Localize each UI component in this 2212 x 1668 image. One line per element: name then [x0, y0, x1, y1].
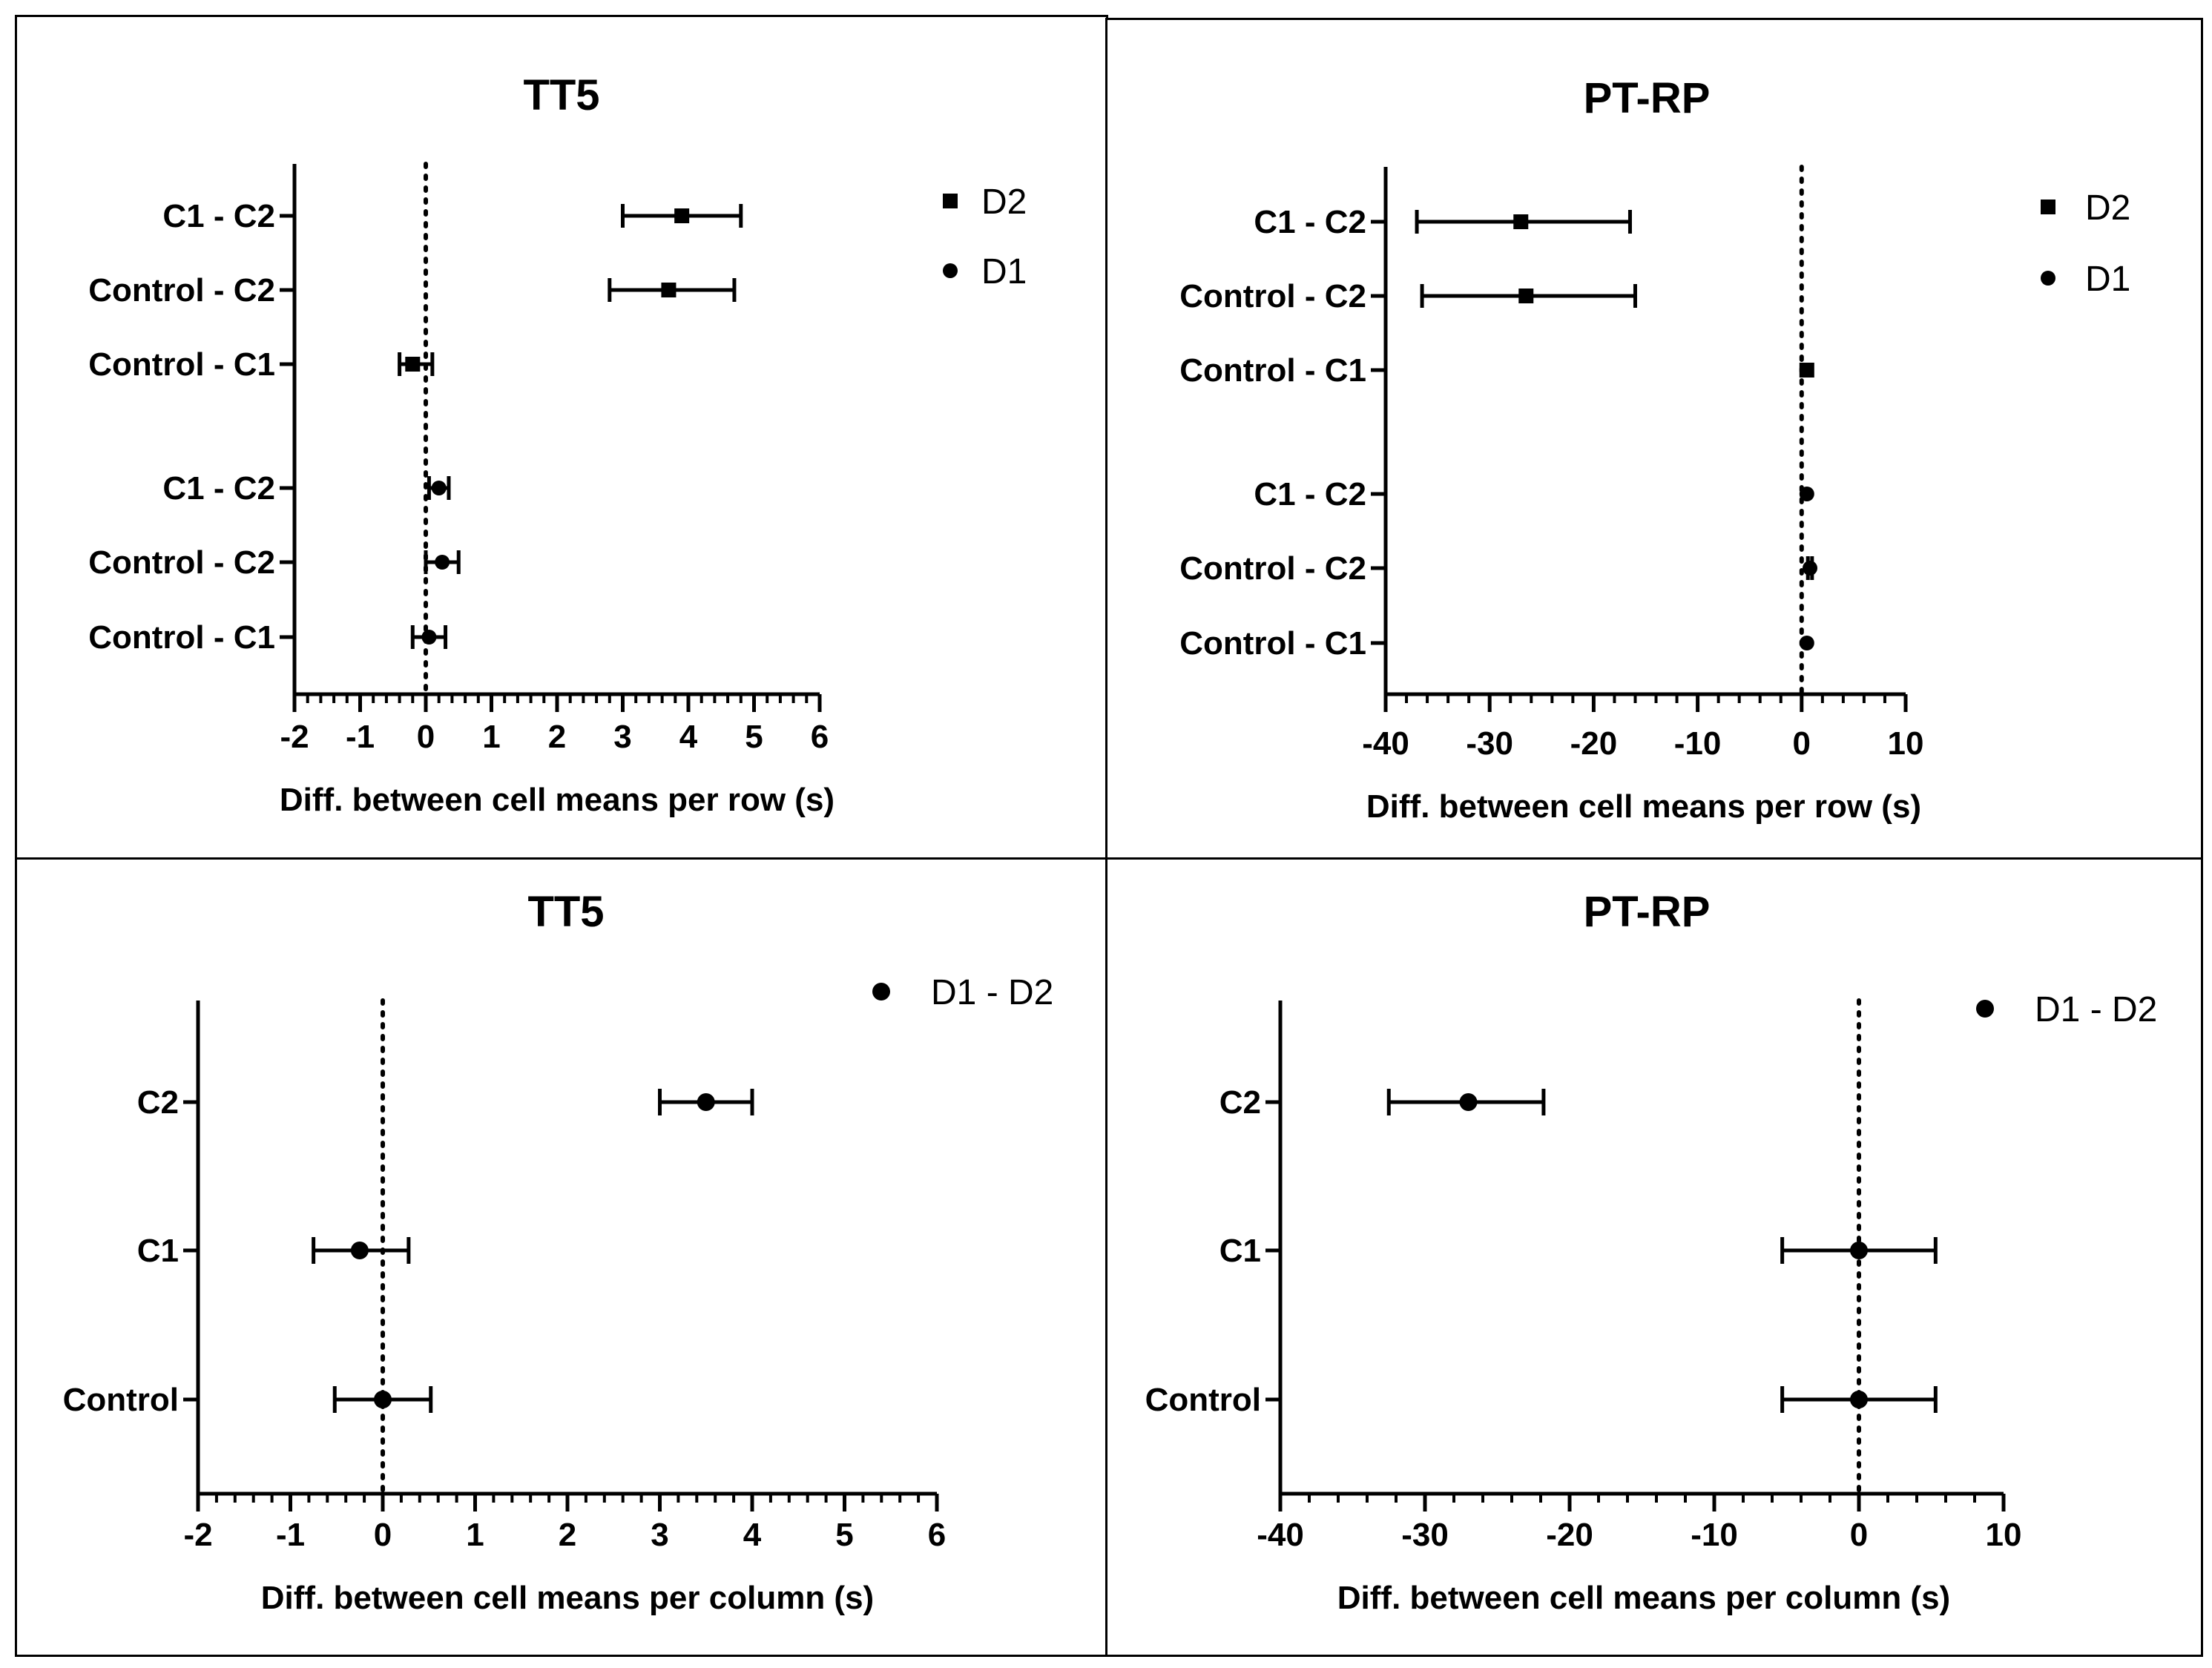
row-label: Control - C1	[1179, 625, 1366, 662]
point-estimate	[405, 357, 421, 372]
chart-title: PT-RP	[1584, 888, 1711, 936]
x-tick-label: 0	[374, 1517, 392, 1553]
point-estimate	[674, 208, 690, 223]
x-axis-title: Diff. between cell means per column (s)	[261, 1580, 874, 1616]
legend-label: D2	[2085, 188, 2130, 228]
legend-marker	[943, 263, 958, 278]
x-tick-label: 5	[835, 1517, 853, 1553]
row-label: C1 - C2	[162, 198, 275, 234]
x-tick-label: -40	[1362, 725, 1409, 762]
row-label: Control - C1	[88, 346, 275, 383]
x-tick-label: 6	[928, 1517, 946, 1553]
x-tick-label: -20	[1546, 1517, 1593, 1553]
x-tick-label: 3	[651, 1517, 668, 1553]
x-tick-label: -10	[1691, 1517, 1738, 1553]
row-label: Control - C2	[1179, 278, 1366, 314]
point-estimate	[1799, 487, 1814, 501]
row-label: Control - C2	[1179, 550, 1366, 587]
forest-plot-ptrp-row: PT-RP -40 -30 -20 -10 0 10 Diff. between cell m…	[1179, 74, 2130, 825]
x-tick-label: 10	[1986, 1517, 2022, 1553]
x-tick-label: 0	[1793, 725, 1811, 762]
legend-label: D1	[2085, 260, 2130, 299]
row-label: C1	[1219, 1233, 1261, 1269]
x-tick-label: 0	[417, 719, 435, 755]
row-label: Control - C1	[1179, 352, 1366, 389]
row-label: C2	[1219, 1084, 1261, 1121]
point-estimate	[350, 1242, 369, 1259]
forest-plot-tt5-row: TT5 -2 -1 0 1 2 3 4 5 6 Diff. between cell means p…	[88, 71, 1027, 818]
x-tick-label: -40	[1257, 1517, 1304, 1553]
point-estimate	[431, 481, 447, 495]
chart-panel-tt5-row: TT5 -2 -1 0 1 2 3 4 5 6 Diff. between cell means p…	[15, 15, 1108, 860]
legend-marker	[943, 194, 958, 208]
legend-marker	[2041, 200, 2055, 214]
point-estimate	[421, 630, 437, 645]
x-tick-label: 2	[548, 719, 566, 755]
legend-label: D2	[981, 182, 1027, 222]
point-estimate	[661, 283, 677, 297]
x-axis-title: Diff. between cell means per row (s)	[280, 782, 835, 818]
legend-label: D1 - D2	[2035, 990, 2157, 1029]
x-tick-label: 10	[1888, 725, 1924, 762]
point-estimate	[435, 555, 450, 570]
chart-panel-ptrp-row: PT-RP -40 -30 -20 -10 0 10 Diff. between cell m…	[1105, 18, 2203, 860]
x-tick-label: 2	[559, 1517, 576, 1553]
chart-title: TT5	[523, 71, 599, 119]
x-tick-label: 4	[679, 719, 698, 755]
row-label: C1 - C2	[162, 470, 275, 507]
chart-title: TT5	[527, 888, 604, 936]
point-estimate	[1799, 363, 1814, 378]
x-tick-label: 3	[613, 719, 631, 755]
row-label: Control - C2	[88, 272, 275, 309]
chart-panel-ptrp-column: PT-RP -40 -30 -20 -10 0 10 Diff. between cell m…	[1105, 857, 2203, 1657]
x-tick-label: -1	[276, 1517, 305, 1553]
legend-marker	[2041, 271, 2055, 286]
x-tick-label: -2	[183, 1517, 212, 1553]
row-label: Control - C2	[88, 544, 275, 581]
x-tick-label: 0	[1850, 1517, 1868, 1553]
point-estimate	[1803, 561, 1818, 576]
point-estimate	[374, 1391, 392, 1408]
row-label: Control - C1	[88, 619, 275, 656]
x-tick-label: -30	[1466, 725, 1513, 762]
row-label: C1 - C2	[1254, 204, 1366, 240]
x-tick-label: -20	[1570, 725, 1618, 762]
x-axis-title: Diff. between cell means per row (s)	[1366, 788, 1921, 825]
point-estimate	[1513, 214, 1529, 229]
legend-label: D1	[981, 252, 1027, 291]
row-label: Control	[1145, 1382, 1261, 1418]
row-label: Control	[63, 1382, 179, 1418]
legend-label: D1 - D2	[931, 973, 1053, 1012]
point-estimate	[1459, 1093, 1478, 1111]
x-tick-label: -2	[280, 719, 309, 755]
forest-plot-ptrp-column: PT-RP -40 -30 -20 -10 0 10 Diff. between cell m…	[1145, 888, 2158, 1616]
x-axis-title: Diff. between cell means per column (s)	[1337, 1580, 1950, 1616]
legend-marker	[872, 983, 890, 1001]
x-tick-label: -30	[1401, 1517, 1449, 1553]
x-tick-label: -10	[1674, 725, 1722, 762]
x-tick-label: 6	[811, 719, 829, 755]
point-estimate	[1518, 289, 1534, 303]
x-tick-label: -1	[346, 719, 375, 755]
x-tick-label: 1	[482, 719, 500, 755]
row-label: C2	[137, 1084, 179, 1121]
chart-panel-tt5-column: TT5 -2 -1 0 1 2 3 4 5 6 Diff. between cell means p…	[15, 857, 1108, 1657]
row-label: C1 - C2	[1254, 476, 1366, 512]
point-estimate	[1799, 636, 1814, 650]
point-estimate	[697, 1093, 715, 1111]
forest-plot-tt5-column: TT5 -2 -1 0 1 2 3 4 5 6 Diff. between cell means p…	[63, 888, 1054, 1616]
point-estimate	[1850, 1242, 1868, 1259]
x-tick-label: 4	[743, 1517, 762, 1553]
x-tick-label: 5	[745, 719, 763, 755]
chart-title: PT-RP	[1584, 74, 1711, 122]
x-tick-label: 1	[466, 1517, 484, 1553]
legend-marker	[1976, 1000, 1994, 1018]
point-estimate	[1850, 1391, 1868, 1408]
row-label: C1	[137, 1233, 179, 1269]
